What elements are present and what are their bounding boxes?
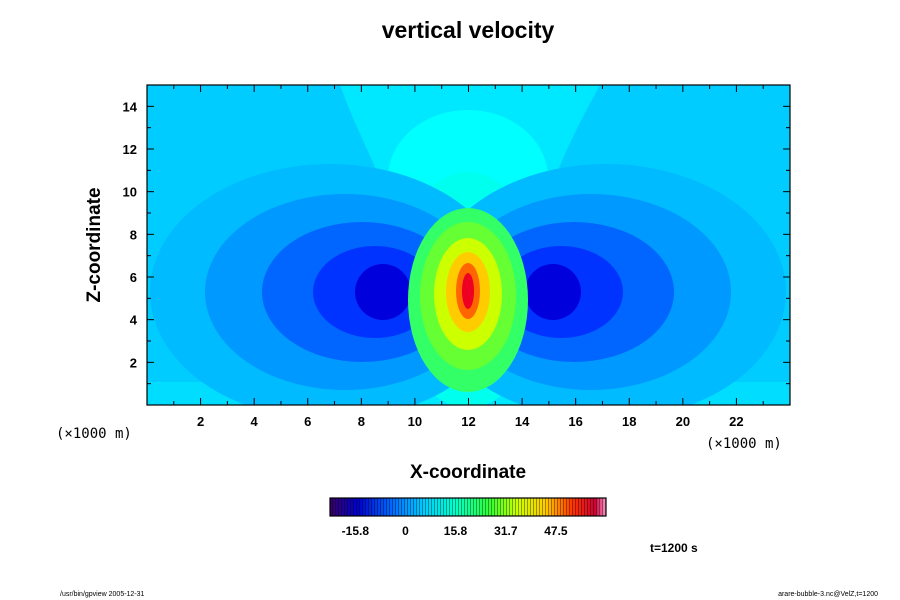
contour-field — [147, 85, 790, 405]
x-tick-label: 20 — [676, 414, 690, 429]
y-scale-note: (×1000 m) — [56, 426, 132, 442]
y-tick-label: 14 — [123, 99, 138, 114]
y-tick-label: 8 — [130, 227, 137, 242]
colorbar-ticks: -15.8 0 15.8 31.7 47.5 — [342, 524, 568, 538]
x-tick-label: 8 — [358, 414, 365, 429]
colorbar-tick-label: 15.8 — [444, 524, 468, 538]
y-axis-label: Z-coordinate — [84, 187, 105, 302]
updraft-c6 — [462, 273, 474, 309]
footer-right: arare-bubble-3.nc@VelZ,t=1200 — [778, 591, 878, 598]
y-tick-label: 10 — [123, 185, 137, 200]
x-axis-label: X-coordinate — [410, 462, 526, 483]
y-tick-label: 6 — [130, 270, 137, 285]
x-tick-label: 14 — [515, 414, 530, 429]
time-label: t=1200 s — [650, 541, 698, 555]
left-lobe-core — [355, 264, 411, 320]
x-tick-label: 6 — [304, 414, 311, 429]
colorbar-bands — [330, 498, 606, 516]
x-tick-label: 4 — [251, 414, 259, 429]
y-tick-label: 4 — [130, 313, 138, 328]
x-tick-label: 16 — [568, 414, 582, 429]
colorbar-frame — [329, 497, 607, 517]
x-axis: 2 4 6 8 10 12 14 16 18 20 22 — [173, 85, 764, 429]
x-tick-label: 12 — [461, 414, 475, 429]
y-tick-label: 2 — [130, 355, 137, 370]
chart-title: vertical velocity — [382, 17, 555, 43]
x-tick-label: 10 — [408, 414, 422, 429]
x-scale-note: (×1000 m) — [706, 436, 782, 452]
y-tick-label: 12 — [123, 142, 137, 157]
colorbar-tick-label: -15.8 — [342, 524, 370, 538]
colorbar-tick-label: 31.7 — [494, 524, 518, 538]
colorbar-tick-label: 47.5 — [544, 524, 568, 538]
footer-left: /usr/bin/gpview 2005-12-31 — [60, 591, 145, 598]
x-tick-label: 2 — [197, 414, 204, 429]
x-tick-label: 18 — [622, 414, 636, 429]
colorbar: -15.8 0 15.8 31.7 47.5 — [329, 497, 607, 538]
x-tick-label: 22 — [729, 414, 743, 429]
y-axis: 2 4 6 8 10 12 14 — [123, 99, 790, 385]
right-lobe-core — [525, 264, 581, 320]
colorbar-tick-label: 0 — [402, 524, 409, 538]
